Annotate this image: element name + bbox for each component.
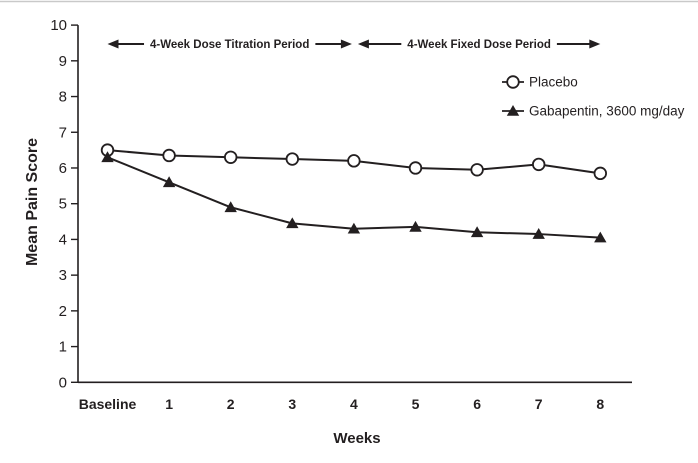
x-tick-label: 1 (165, 396, 173, 412)
y-tick-label: 7 (59, 124, 67, 141)
data-point-gabapentin-3600-mg-day (594, 231, 607, 243)
y-tick-label: 0 (59, 374, 67, 391)
data-point-placebo (162, 148, 176, 163)
data-point-gabapentin-3600-mg-day (162, 176, 176, 188)
y-tick-label: 9 (59, 53, 67, 70)
x-tick-label: 2 (227, 396, 235, 412)
x-tick-label: 3 (288, 396, 296, 412)
y-tick-label: 1 (59, 339, 67, 356)
legend-label: Placebo (529, 75, 578, 90)
data-point-placebo (593, 166, 608, 181)
data-point-gabapentin-3600-mg-day (286, 217, 299, 229)
arrowhead-right-icon (340, 39, 352, 49)
legend-filled-triangle-icon (506, 105, 520, 116)
data-point-placebo (347, 154, 361, 168)
x-tick-label: Baseline (79, 396, 137, 412)
data-point-gabapentin-3600-mg-day (470, 226, 484, 238)
data-point-gabapentin-3600-mg-day (224, 201, 237, 213)
arrowhead-right-icon (589, 39, 601, 49)
y-tick-label: 10 (50, 17, 67, 34)
data-point-gabapentin-3600-mg-day (101, 151, 114, 163)
data-point-gabapentin-3600-mg-day (347, 222, 361, 234)
y-tick-label: 8 (59, 89, 67, 106)
x-axis-title: Weeks (333, 430, 380, 447)
legend-label: Gabapentin, 3600 mg/day (529, 104, 685, 119)
data-point-placebo (285, 152, 300, 166)
x-tick-label: 5 (412, 396, 420, 412)
y-tick-label: 5 (59, 196, 67, 213)
data-point-placebo (532, 157, 546, 172)
y-tick-label: 4 (59, 231, 67, 248)
legend-open-circle-icon (506, 75, 520, 89)
data-point-gabapentin-3600-mg-day (409, 220, 422, 232)
arrowhead-left-icon (357, 39, 369, 49)
x-tick-label: 4 (350, 396, 358, 412)
data-point-gabapentin-3600-mg-day (532, 228, 545, 239)
data-point-placebo (470, 163, 484, 177)
arrowhead-left-icon (107, 39, 119, 49)
y-tick-label: 2 (59, 303, 67, 320)
y-axis-title: Mean Pain Score (24, 138, 41, 266)
period-annotation-label: 4-Week Fixed Dose Period (407, 39, 551, 51)
x-tick-label: 8 (596, 396, 604, 412)
x-tick-label: 6 (473, 396, 481, 412)
data-point-placebo (223, 150, 238, 164)
chart-generated-content: 0 1 2 3 4 5 6 7 8 9 10 Baseline 1 2 3 4 5 6 7 8 4-Week Dose … (0, 0, 698, 412)
data-point-placebo (408, 161, 423, 175)
y-tick-label: 3 (59, 267, 67, 284)
x-tick-label: 7 (535, 396, 543, 412)
y-tick-label: 6 (59, 160, 67, 177)
period-annotation-label: 4-Week Dose Titration Period (150, 39, 309, 51)
